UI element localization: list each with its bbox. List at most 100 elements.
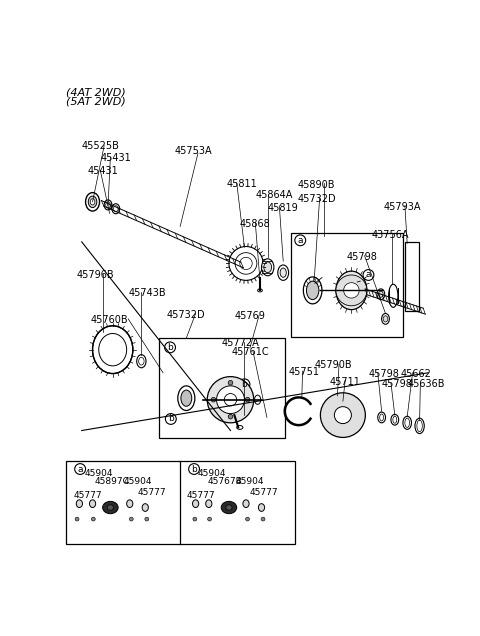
Ellipse shape <box>106 202 110 208</box>
Circle shape <box>224 394 237 406</box>
Circle shape <box>208 517 212 521</box>
Ellipse shape <box>303 277 322 304</box>
Ellipse shape <box>142 504 148 511</box>
Ellipse shape <box>382 314 389 324</box>
Circle shape <box>207 377 254 423</box>
Text: 45525B: 45525B <box>82 141 120 151</box>
Text: 45769: 45769 <box>234 311 265 321</box>
Text: 45819: 45819 <box>268 204 299 213</box>
Text: 45890B: 45890B <box>298 179 336 190</box>
Text: 45904: 45904 <box>85 469 113 478</box>
Ellipse shape <box>264 262 272 273</box>
Ellipse shape <box>99 333 127 366</box>
Circle shape <box>75 517 79 521</box>
Ellipse shape <box>380 414 384 421</box>
Circle shape <box>229 247 263 280</box>
Text: 45904: 45904 <box>123 478 152 487</box>
Text: a: a <box>366 270 371 279</box>
Circle shape <box>239 379 250 390</box>
Ellipse shape <box>405 418 409 427</box>
Ellipse shape <box>104 200 112 210</box>
Ellipse shape <box>262 259 274 276</box>
Ellipse shape <box>178 386 195 410</box>
Circle shape <box>344 282 359 298</box>
Text: 45897C: 45897C <box>95 478 130 487</box>
Ellipse shape <box>378 412 385 423</box>
Text: 45767B: 45767B <box>207 478 242 487</box>
Ellipse shape <box>258 289 262 292</box>
Bar <box>159 338 285 438</box>
Ellipse shape <box>415 418 424 434</box>
Ellipse shape <box>321 393 365 438</box>
Circle shape <box>245 398 250 402</box>
Text: 45777: 45777 <box>186 490 215 500</box>
Ellipse shape <box>417 420 422 432</box>
Text: 45662: 45662 <box>401 369 432 379</box>
Text: 45732D: 45732D <box>167 310 205 320</box>
Ellipse shape <box>206 500 212 508</box>
Ellipse shape <box>403 417 411 429</box>
Ellipse shape <box>139 357 144 365</box>
Circle shape <box>91 517 95 521</box>
Bar <box>291 233 403 336</box>
Bar <box>405 242 419 311</box>
Circle shape <box>216 386 244 413</box>
Text: 45760B: 45760B <box>91 315 129 325</box>
Text: 45761C: 45761C <box>232 347 270 357</box>
Circle shape <box>228 380 233 385</box>
Bar <box>66 461 295 544</box>
Ellipse shape <box>280 268 286 277</box>
Circle shape <box>261 517 265 521</box>
Ellipse shape <box>258 504 264 511</box>
Ellipse shape <box>93 326 133 373</box>
Text: 45743B: 45743B <box>128 288 166 298</box>
Circle shape <box>246 517 250 521</box>
Ellipse shape <box>103 501 118 514</box>
Circle shape <box>336 275 367 306</box>
Ellipse shape <box>226 505 232 510</box>
Ellipse shape <box>137 355 146 368</box>
Circle shape <box>189 464 200 474</box>
Ellipse shape <box>113 205 118 212</box>
Text: 45868: 45868 <box>240 219 271 229</box>
Text: 45711: 45711 <box>330 377 360 387</box>
Text: a: a <box>77 464 83 474</box>
Circle shape <box>75 464 85 474</box>
Circle shape <box>295 235 306 245</box>
Text: 45864A: 45864A <box>255 190 293 200</box>
Circle shape <box>193 517 197 521</box>
Text: 45904: 45904 <box>197 469 226 478</box>
Text: 45431: 45431 <box>87 167 118 176</box>
Text: (4AT 2WD): (4AT 2WD) <box>66 87 126 97</box>
Ellipse shape <box>379 291 383 297</box>
Ellipse shape <box>254 395 261 404</box>
Text: 45793A: 45793A <box>384 202 421 212</box>
Ellipse shape <box>377 289 385 300</box>
Ellipse shape <box>107 505 113 510</box>
Ellipse shape <box>306 281 319 300</box>
Ellipse shape <box>221 501 237 514</box>
Text: 43756A: 43756A <box>372 230 409 240</box>
Text: 45811: 45811 <box>227 179 257 189</box>
Circle shape <box>165 342 176 353</box>
Text: 45798: 45798 <box>369 369 399 379</box>
Text: 45777: 45777 <box>73 490 102 500</box>
Ellipse shape <box>88 196 97 207</box>
Ellipse shape <box>383 316 388 322</box>
Ellipse shape <box>85 193 99 211</box>
Text: b: b <box>241 380 247 389</box>
Ellipse shape <box>393 417 397 423</box>
Ellipse shape <box>89 500 96 508</box>
Text: 45772A: 45772A <box>221 338 259 348</box>
Ellipse shape <box>237 425 243 429</box>
Text: b: b <box>191 464 197 474</box>
Text: 45431: 45431 <box>100 153 131 163</box>
Text: b: b <box>168 415 174 424</box>
Circle shape <box>145 517 149 521</box>
Ellipse shape <box>181 390 192 406</box>
Ellipse shape <box>278 265 288 280</box>
Text: (5AT 2WD): (5AT 2WD) <box>66 96 126 106</box>
Text: 45753A: 45753A <box>175 146 212 156</box>
Ellipse shape <box>76 500 83 508</box>
Ellipse shape <box>112 204 120 214</box>
